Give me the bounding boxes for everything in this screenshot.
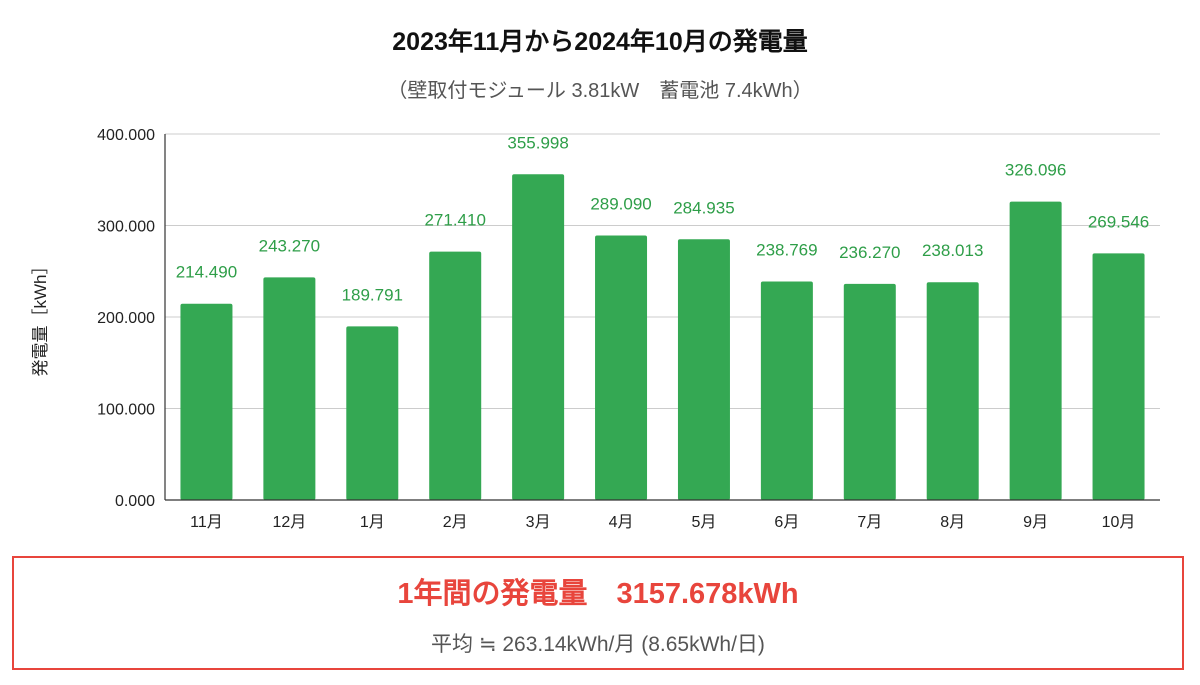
bar: [843, 283, 896, 500]
data-label: 214.490: [176, 263, 237, 282]
bar: [1092, 253, 1145, 500]
summary-box: 1年間の発電量 3157.678kWh 平均 ≒ 263.14kWh/月 (8.…: [12, 556, 1184, 670]
x-tick-label: 12月: [272, 514, 306, 531]
chart-subtitle: （壁取付モジュール 3.81kW 蓄電池 7.4kWh）: [387, 80, 813, 102]
bar: [346, 326, 399, 500]
y-tick-label: 100.000: [97, 402, 155, 419]
bar: [263, 277, 316, 500]
bar: [926, 282, 979, 500]
data-label: 326.096: [1005, 161, 1066, 180]
bars: [180, 174, 1145, 500]
x-tick-label: 3月: [526, 514, 551, 531]
y-tick-label: 200.000: [97, 310, 155, 327]
bar: [760, 281, 813, 500]
chart-title: 2023年11月から2024年10月の発電量: [392, 28, 808, 56]
x-tick-label: 7月: [857, 514, 882, 531]
x-tick-label: 9月: [1023, 514, 1048, 531]
data-label: 238.013: [922, 241, 983, 260]
data-label: 289.090: [590, 194, 651, 213]
data-label: 189.791: [342, 285, 403, 304]
data-label: 271.410: [424, 211, 485, 230]
x-tick-label: 6月: [774, 514, 799, 531]
data-labels: 214.490 243.270 189.791 271.410 355.998 289.0…: [176, 133, 1150, 304]
data-label: 243.270: [259, 236, 320, 255]
bar: [512, 174, 565, 500]
data-label: 355.998: [507, 133, 568, 152]
bar: [429, 251, 482, 500]
monthly-average: 平均 ≒ 263.14kWh/月 (8.65kWh/日): [431, 633, 765, 656]
x-tick-label: 10月: [1102, 514, 1136, 531]
y-tick-label: 400.000: [97, 127, 155, 144]
x-tick-label: 8月: [940, 514, 965, 531]
y-tick-label: 0.000: [115, 493, 155, 510]
data-label: 238.769: [756, 241, 817, 260]
x-axis-ticks: 11月 12月 1月 2月 3月 4月 5月 6月 7月 8月 9月 10月: [190, 514, 1135, 531]
bar-chart: 0.000 100.000 200.000 300.000 400.000 214.49…: [31, 127, 1160, 531]
data-label: 284.935: [673, 198, 734, 217]
x-tick-label: 1月: [360, 514, 385, 531]
annual-total: 1年間の発電量 3157.678kWh: [397, 578, 799, 610]
gridlines: [165, 133, 1160, 409]
x-tick-label: 4月: [609, 514, 634, 531]
x-tick-label: 2月: [443, 514, 468, 531]
data-label: 236.270: [839, 243, 900, 262]
x-tick-label: 11月: [190, 514, 223, 531]
bar: [180, 303, 233, 500]
y-tick-label: 300.000: [97, 219, 155, 236]
data-label: 269.546: [1088, 212, 1149, 231]
bar: [595, 235, 648, 500]
bar: [677, 239, 730, 500]
x-tick-label: 5月: [692, 514, 717, 531]
y-axis-ticks: 0.000 100.000 200.000 300.000 400.000: [97, 127, 155, 510]
bar: [1009, 201, 1062, 500]
y-axis-title: 発電量［kWh］: [31, 258, 50, 377]
